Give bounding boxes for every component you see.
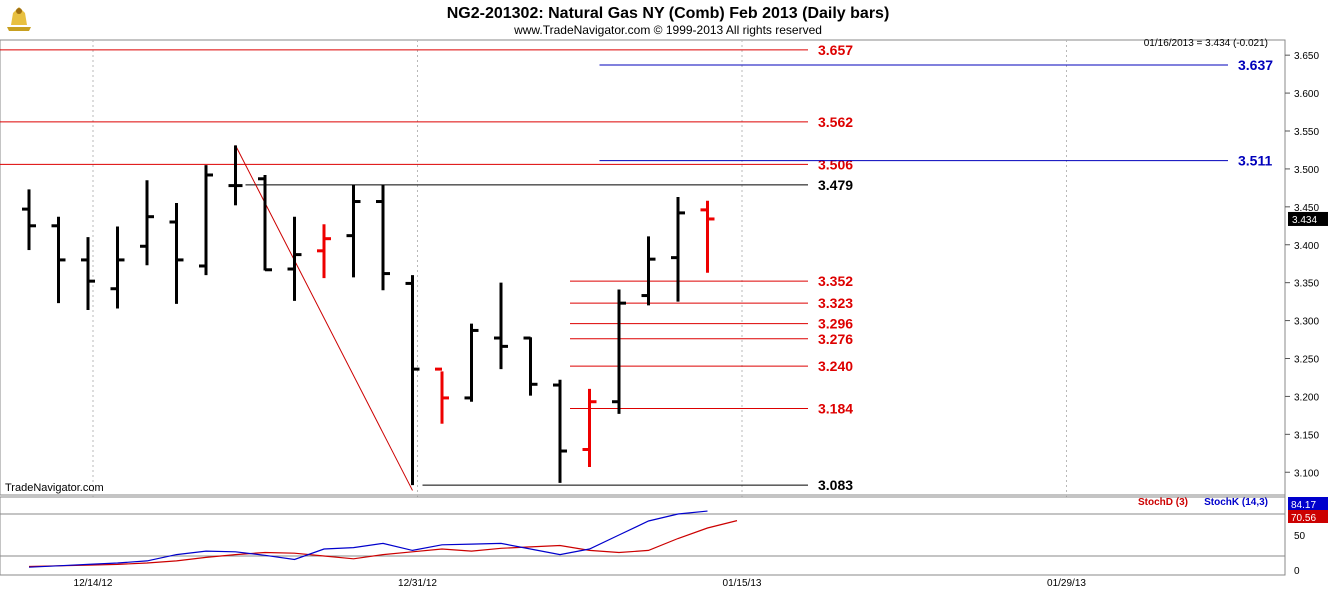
- level-label: 3.083: [818, 477, 853, 493]
- price-tick-label: 3.350: [1294, 279, 1319, 290]
- price-tick-label: 3.500: [1294, 165, 1319, 176]
- price-tick-label: 3.250: [1294, 355, 1319, 366]
- level-label: 3.657: [818, 42, 853, 58]
- price-tick-label: 3.650: [1294, 51, 1319, 62]
- level-label: 3.506: [818, 156, 853, 172]
- level-label: 3.276: [818, 331, 853, 347]
- level-label: 3.240: [818, 358, 853, 374]
- stochastic-panel: [0, 496, 1286, 576]
- stoch-line-k: [28, 510, 708, 568]
- stochk-legend: StochK (14,3): [1204, 497, 1268, 508]
- last-price-label: 3.434: [1292, 215, 1317, 226]
- price-tick-label: 3.550: [1294, 127, 1319, 138]
- stoch-value-label: 70.56: [1291, 513, 1316, 524]
- date-tick-label: 01/29/13: [1047, 578, 1086, 589]
- price-tick-label: 3.300: [1294, 317, 1319, 328]
- stoch-tick-label: 0: [1294, 566, 1300, 577]
- level-label: 3.562: [818, 114, 853, 130]
- level-label: 3.479: [818, 177, 853, 193]
- level-label: 3.352: [818, 273, 853, 289]
- stoch-tick-label: 50: [1294, 531, 1306, 542]
- level-lines: 3.657 3.562 3.506 3.637 3.511 3.479 3.352 3.323…: [0, 42, 1273, 493]
- stochastic-lines: 50 0 70.56 84.17: [0, 497, 1328, 577]
- level-label: 3.184: [818, 401, 853, 417]
- level-label: 3.323: [818, 295, 853, 311]
- stoch-value-label: 84.17: [1291, 500, 1316, 511]
- last-price-box: [1288, 211, 1328, 226]
- price-bars: [22, 145, 715, 486]
- last-quote-text: 01/16/2013 = 3.434 (-0.021): [1144, 38, 1268, 49]
- price-tick-label: 3.400: [1294, 241, 1319, 252]
- price-axis: 3.650 3.600 3.550 3.500 3.450 3.400 3.350 3.300…: [1284, 40, 1328, 575]
- stoch-value-box: [1288, 497, 1328, 510]
- date-tick-label: 01/15/13: [723, 578, 762, 589]
- date-axis: 12/14/12 12/31/12 01/15/13 01/29/13: [74, 578, 1087, 589]
- price-tick-label: 3.600: [1294, 89, 1319, 100]
- copyright-text: www.TradeNavigator.com © 1999-2013 All r…: [513, 23, 822, 37]
- level-label: 3.637: [1238, 57, 1273, 73]
- trade-navigator-logo[interactable]: [3, 3, 35, 33]
- date-tick-label: 12/31/12: [398, 578, 437, 589]
- date-tick-label: 12/14/12: [74, 578, 113, 589]
- price-tick-label: 3.450: [1294, 203, 1319, 214]
- grid-lines: [92, 40, 1067, 575]
- level-label: 3.511: [1238, 153, 1272, 169]
- stochd-legend: StochD (3): [1138, 497, 1188, 508]
- level-label: 3.296: [818, 316, 853, 332]
- price-tick-label: 3.200: [1294, 392, 1319, 403]
- stoch-value-box: [1288, 510, 1328, 523]
- price-tick-label: 3.100: [1294, 468, 1319, 479]
- price-panel: [0, 39, 1286, 496]
- price-tick-label: 3.150: [1294, 430, 1319, 441]
- chart-title: NG2-201302: Natural Gas NY (Comb) Feb 20…: [447, 5, 890, 22]
- watermark-text: TradeNavigator.com: [5, 482, 104, 494]
- stoch-line-d: [28, 520, 738, 568]
